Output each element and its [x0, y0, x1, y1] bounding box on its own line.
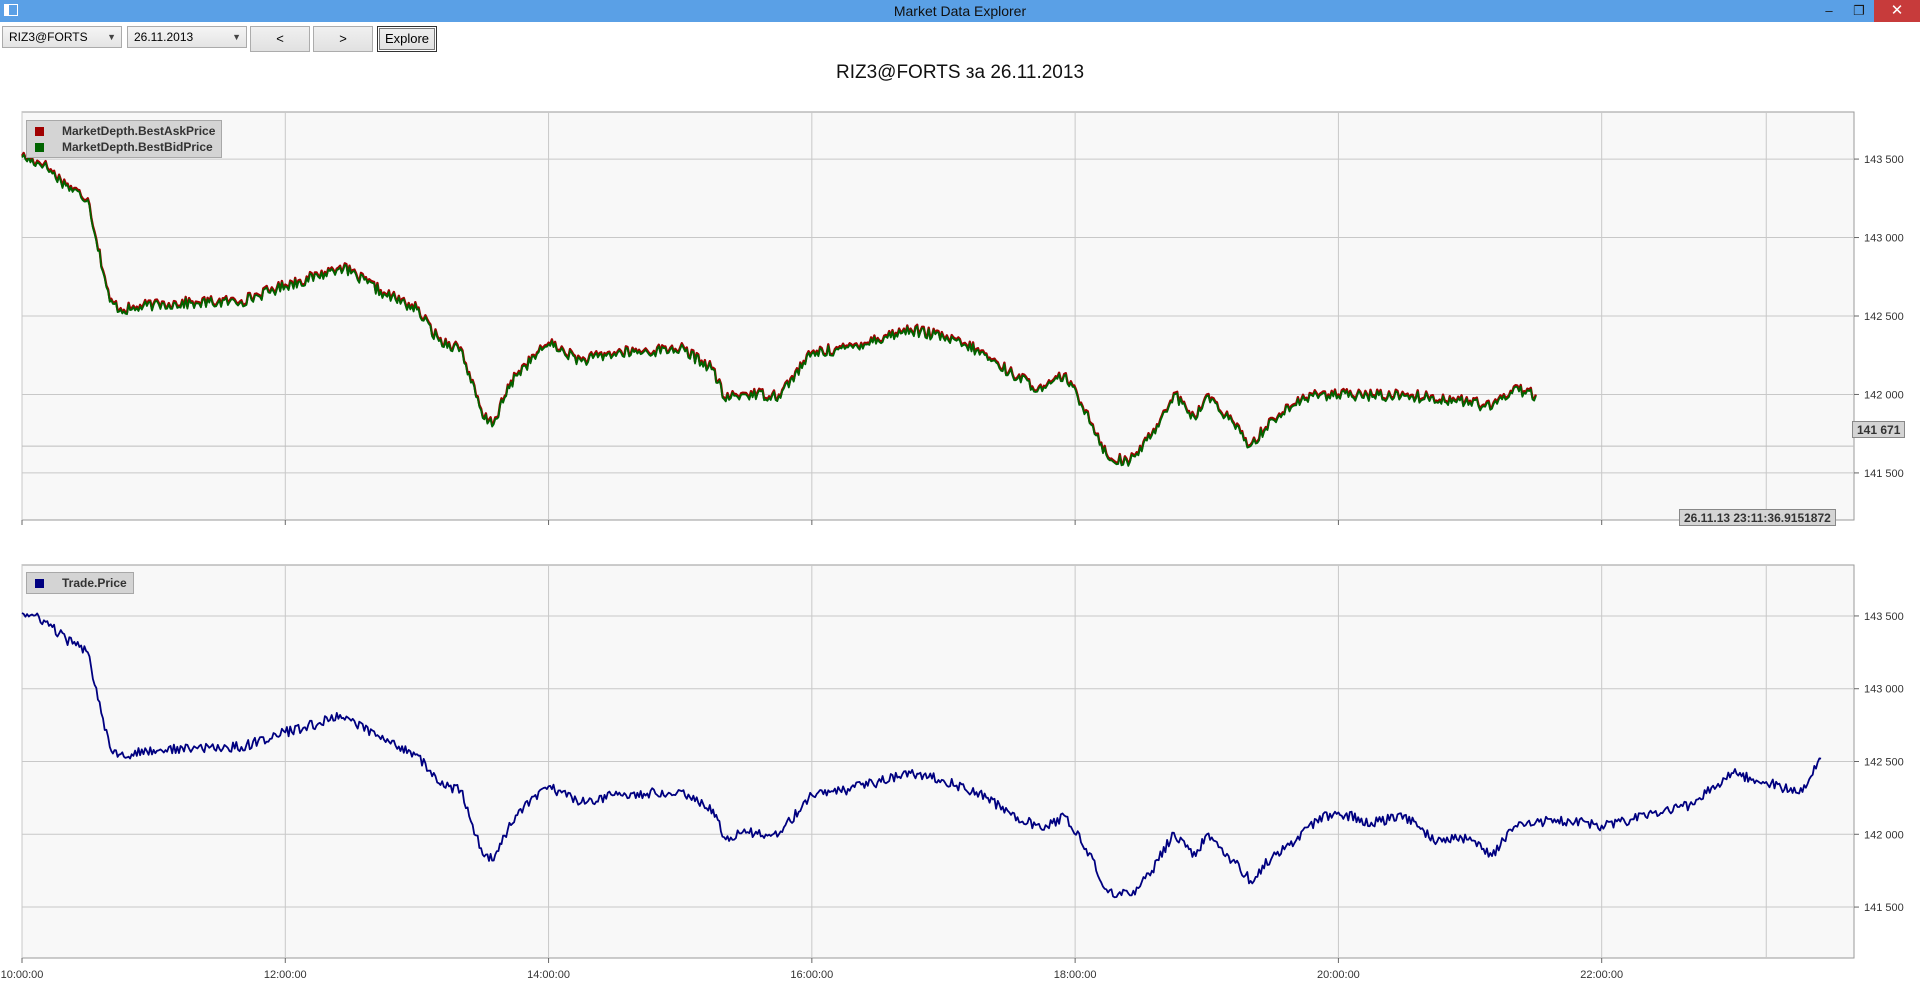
date-picker[interactable]: 26.11.2013 ▼ [127, 26, 247, 48]
restore-icon[interactable]: ❐ [1853, 3, 1865, 18]
series-line-trade-price [21, 612, 1822, 899]
y-tick-label: 143 500 [1864, 154, 1904, 166]
ask-swatch-icon [35, 127, 44, 136]
y-tick-label: 142 000 [1864, 829, 1904, 841]
app-window-icon [4, 4, 18, 16]
minimize-icon[interactable]: – [1825, 3, 1833, 18]
chevron-down-icon: ▼ [107, 32, 116, 42]
legend-entry-trade: Trade.Price [35, 575, 127, 591]
toolbar: RIZ3@FORTS ▼ 26.11.2013 ▼ < > Explore [0, 22, 1920, 56]
legend-label-ask: MarketDepth.BestAskPrice [62, 124, 216, 138]
x-tick-label: 18:00:00 [1054, 969, 1097, 981]
chart-title: RIZ3@FORTS за 26.11.2013 [835, 62, 1085, 83]
y-tick-label: 143 500 [1864, 611, 1904, 623]
x-tick-label: 16:00:00 [790, 969, 833, 981]
explore-button[interactable]: Explore [377, 26, 437, 52]
next-day-button[interactable]: > [313, 26, 373, 52]
legend-entry-bid: MarketDepth.BestBidPrice [35, 139, 215, 155]
y-tick-label: 141 500 [1864, 902, 1904, 914]
y-tick-label: 142 500 [1864, 757, 1904, 769]
legend-entry-ask: MarketDepth.BestAskPrice [35, 123, 215, 139]
legend-label-trade: Trade.Price [62, 576, 127, 590]
chevron-down-icon: ▼ [232, 32, 241, 42]
y-tick-label: 142 500 [1864, 311, 1904, 323]
date-picker-value: 26.11.2013 [134, 30, 194, 44]
cursor-price-label: 141 671 [1852, 421, 1906, 438]
y-tick-label: 142 000 [1864, 389, 1904, 401]
bid-swatch-icon [35, 143, 44, 152]
y-tick-label: 143 000 [1864, 233, 1904, 245]
x-tick-label: 12:00:00 [264, 969, 307, 981]
security-select[interactable]: RIZ3@FORTS ▼ [2, 26, 122, 48]
y-tick-label: 143 000 [1864, 684, 1904, 696]
trade-swatch-icon [35, 579, 44, 588]
x-tick-label: 10:00:00 [1, 969, 44, 981]
legend-label-bid: MarketDepth.BestBidPrice [62, 140, 213, 154]
window-title: Market Data Explorer [893, 3, 1027, 19]
cursor-time-label: 26.11.13 23:11:36.9151872 [1679, 509, 1836, 526]
security-select-value: RIZ3@FORTS [9, 30, 88, 44]
y-tick-label: 141 500 [1864, 468, 1904, 480]
legend-trades: Trade.Price [26, 572, 134, 594]
x-tick-label: 14:00:00 [527, 969, 570, 981]
legend-depth: MarketDepth.BestAskPrice MarketDepth.Bes… [26, 120, 223, 158]
prev-day-button[interactable]: < [250, 26, 310, 52]
x-tick-label: 22:00:00 [1580, 969, 1623, 981]
series-line-marketdepth-bestbidprice [21, 153, 1537, 467]
title-bar: Market Data Explorer – ❐ ✕ [0, 0, 1920, 22]
x-tick-label: 20:00:00 [1317, 969, 1360, 981]
close-icon[interactable]: ✕ [1874, 0, 1920, 22]
